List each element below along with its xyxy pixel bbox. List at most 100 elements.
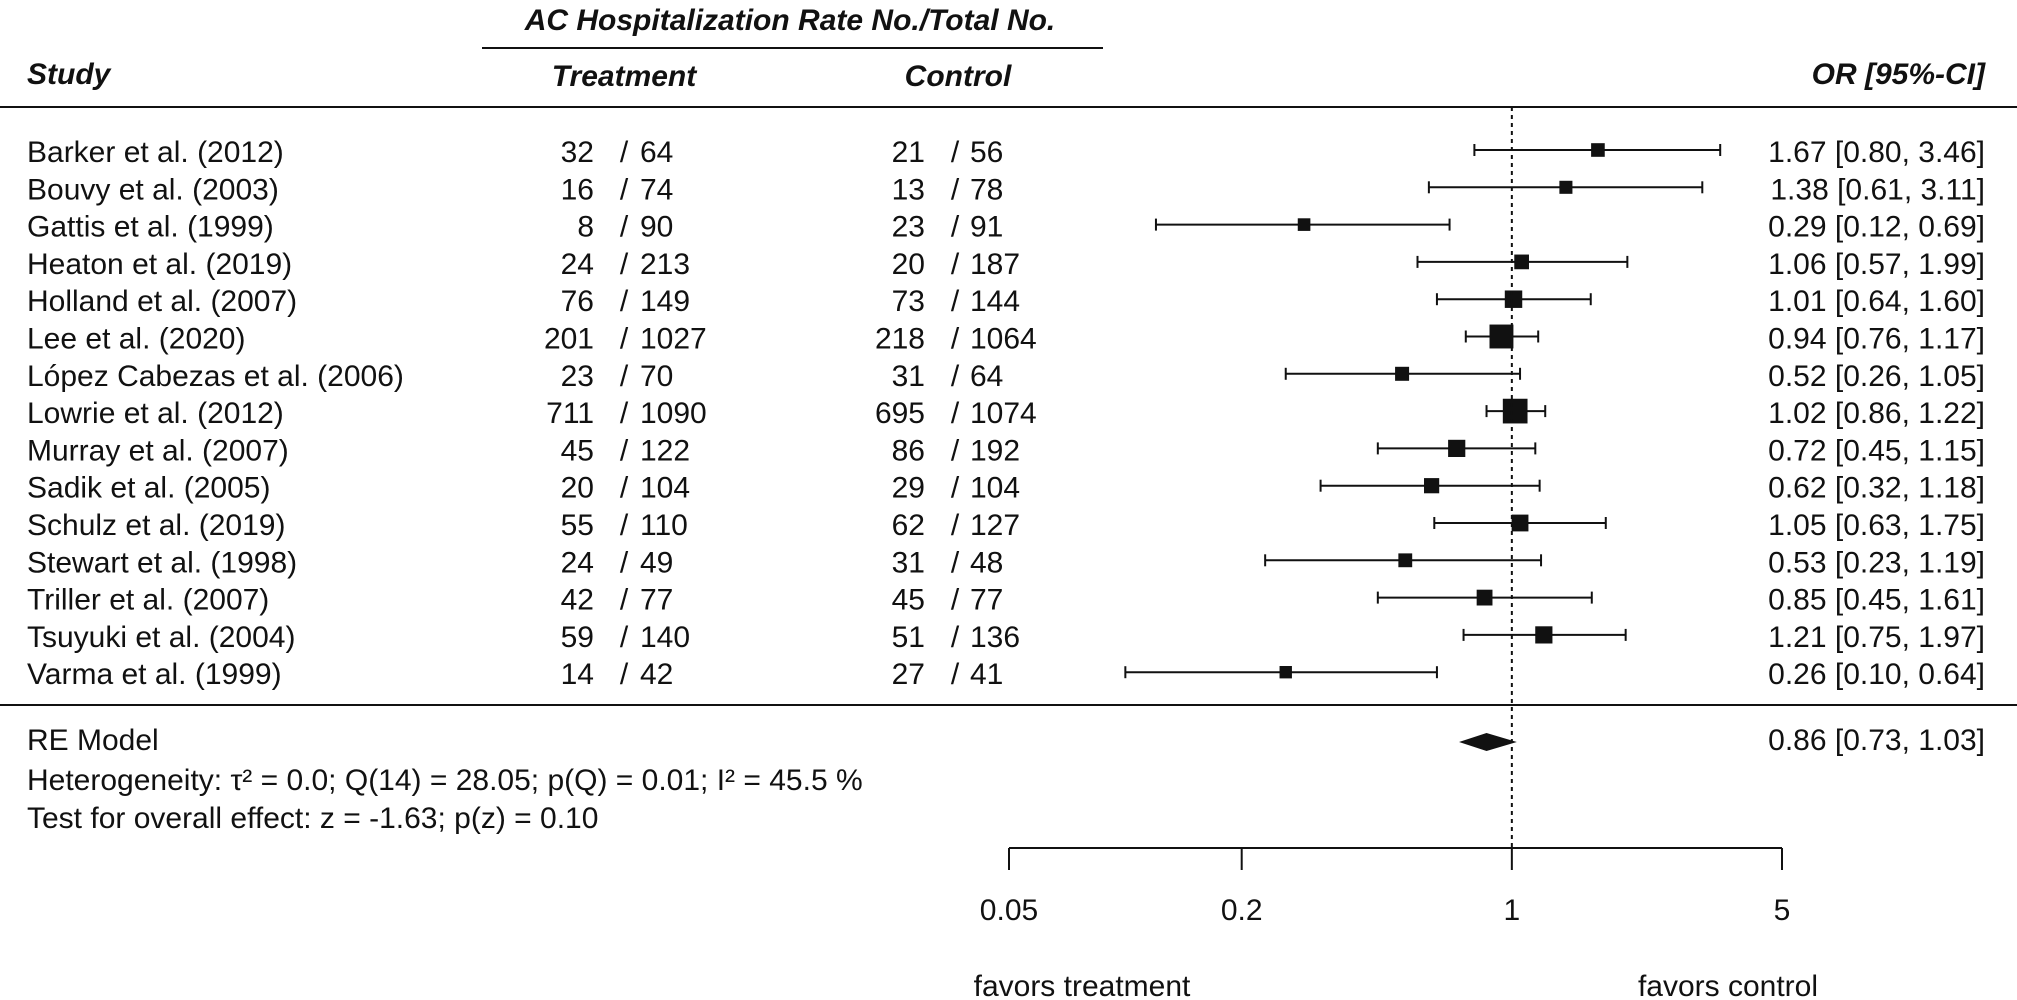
study-name: Lee et al. (2020): [27, 323, 245, 356]
study-name: Murray et al. (2007): [27, 434, 289, 467]
or-ci-text: 0.72 [0.45, 1.15]: [1768, 434, 1985, 467]
study-row: Stewart et al. (1998) 24 / 49 31 / 48 0.53 [0.2…: [27, 546, 1985, 579]
point-estimate: [1591, 143, 1605, 157]
treatment-slash: /: [620, 621, 629, 654]
treatment-total: 90: [640, 211, 673, 244]
treatment-slash: /: [620, 211, 629, 244]
treatment-events: 20: [561, 472, 594, 505]
treatment-slash: /: [620, 397, 629, 430]
control-events: 695: [875, 397, 925, 430]
or-ci-text: 1.06 [0.57, 1.99]: [1768, 248, 1985, 281]
treatment-events: 45: [561, 434, 594, 467]
summary-diamond: [1459, 733, 1517, 751]
treatment-total: 1027: [640, 323, 707, 356]
treatment-total: 49: [640, 546, 673, 579]
point-estimate: [1476, 589, 1493, 606]
treatment-events: 32: [561, 136, 594, 169]
point-estimate: [1511, 514, 1529, 532]
point-estimate: [1395, 366, 1410, 381]
or-ci-header: OR [95%-CI]: [1812, 58, 1986, 91]
control-slash: /: [951, 285, 960, 318]
study-row: Sadik et al. (2005) 20 / 104 29 / 104 0.62 [0.3…: [27, 472, 1985, 505]
control-slash: /: [951, 472, 960, 505]
control-total: 1064: [970, 323, 1037, 356]
axis-tick-label: 1: [1504, 894, 1521, 927]
control-total: 104: [970, 472, 1020, 505]
control-slash: /: [951, 509, 960, 542]
treatment-slash: /: [620, 546, 629, 579]
point-estimate: [1448, 439, 1466, 457]
heterogeneity-text: Heterogeneity: τ² = 0.0; Q(14) = 28.05; …: [27, 764, 863, 797]
overall-effect-text: Test for overall effect: z = -1.63; p(z)…: [27, 802, 598, 835]
control-slash: /: [951, 136, 960, 169]
treatment-total: 110: [640, 509, 688, 542]
treatment-slash: /: [620, 173, 629, 206]
control-total: 56: [970, 136, 1003, 169]
control-total: 78: [970, 173, 1003, 206]
treatment-total: 1090: [640, 397, 707, 430]
control-events: 62: [892, 509, 925, 542]
treatment-events: 711: [546, 397, 594, 430]
treatment-total: 64: [640, 136, 673, 169]
control-events: 23: [892, 211, 925, 244]
treatment-events: 55: [561, 509, 594, 542]
treatment-events: 42: [561, 584, 594, 617]
study-header: Study: [27, 58, 112, 91]
control-slash: /: [951, 658, 960, 691]
point-estimate: [1398, 553, 1413, 568]
treatment-slash: /: [620, 434, 629, 467]
or-ci-text: 0.62 [0.32, 1.18]: [1768, 472, 1985, 505]
point-estimate: [1559, 180, 1573, 194]
control-slash: /: [951, 360, 960, 393]
or-ci-text: 0.94 [0.76, 1.17]: [1768, 323, 1985, 356]
or-ci-text: 1.67 [0.80, 3.46]: [1768, 136, 1985, 169]
control-slash: /: [951, 434, 960, 467]
study-name: Gattis et al. (1999): [27, 211, 274, 244]
treatment-total: 140: [640, 621, 690, 654]
control-events: 86: [892, 434, 925, 467]
point-estimate: [1514, 254, 1529, 270]
favors-control-label: favors control: [1638, 970, 1818, 1000]
point-estimate: [1504, 290, 1523, 308]
control-events: 51: [892, 621, 925, 654]
study-row: Schulz et al. (2019) 55 / 110 62 / 127 1.05 [0.…: [27, 509, 1985, 542]
control-slash: /: [951, 248, 960, 281]
control-events: 31: [892, 546, 925, 579]
treatment-events: 8: [577, 211, 594, 244]
study-row: Gattis et al. (1999) 8 / 90 23 / 91 0.29 [0.12,…: [27, 211, 1985, 244]
study-row: López Cabezas et al. (2006) 23 / 70 31 / 64 0.5…: [27, 360, 1985, 393]
point-estimate: [1297, 218, 1311, 231]
treatment-events: 16: [561, 173, 594, 206]
treatment-slash: /: [620, 323, 629, 356]
or-ci-text: 0.26 [0.10, 0.64]: [1768, 658, 1985, 691]
study-row: Lowrie et al. (2012) 711 / 1090 695 / 1074 1.02…: [27, 397, 1985, 430]
treatment-slash: /: [620, 285, 629, 318]
axis-tick-label: 0.2: [1221, 894, 1263, 927]
treatment-events: 201: [544, 323, 594, 356]
treatment-total: 122: [640, 434, 690, 467]
control-total: 77: [970, 584, 1003, 617]
control-header: Control: [905, 60, 1012, 93]
summary-label: RE Model: [27, 724, 159, 757]
control-events: 31: [892, 360, 925, 393]
control-events: 45: [892, 584, 925, 617]
treatment-slash: /: [620, 509, 629, 542]
treatment-total: 77: [640, 584, 673, 617]
point-estimate: [1424, 478, 1440, 494]
study-name: Schulz et al. (2019): [27, 509, 285, 542]
control-events: 13: [892, 173, 925, 206]
or-ci-text: 1.02 [0.86, 1.22]: [1768, 397, 1985, 430]
treatment-total: 74: [640, 173, 673, 206]
study-name: Triller et al. (2007): [27, 584, 269, 617]
x-axis: 0.05 0.2 1 5: [980, 847, 1790, 927]
control-events: 20: [892, 248, 925, 281]
or-ci-text: 0.53 [0.23, 1.19]: [1768, 546, 1985, 579]
treatment-slash: /: [620, 248, 629, 281]
study-name: Heaton et al. (2019): [27, 248, 292, 281]
point-estimate: [1502, 398, 1528, 424]
study-row: Barker et al. (2012) 32 / 64 21 / 56 1.67 [0.80…: [27, 136, 1985, 169]
control-events: 73: [892, 285, 925, 318]
control-events: 27: [892, 658, 925, 691]
control-total: 64: [970, 360, 1003, 393]
